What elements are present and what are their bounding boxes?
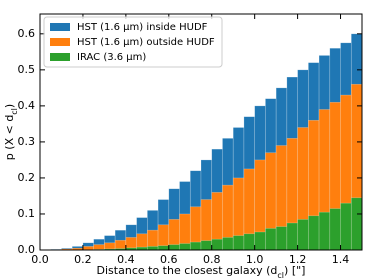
legend-label: HST (1.6 μm) inside HUDF [77, 22, 208, 33]
x-tick-label: 1.0 [246, 253, 264, 266]
bar [168, 244, 180, 251]
y-tick-label: 0.6 [18, 27, 36, 40]
bar [340, 202, 352, 251]
bar [286, 222, 298, 251]
bar [157, 245, 170, 251]
legend-swatch [50, 23, 70, 31]
legend-label: IRAC (3.6 μm) [77, 52, 146, 63]
bar [211, 238, 223, 251]
bar [222, 237, 234, 251]
y-tick-label: 0.4 [18, 99, 36, 112]
bar [318, 211, 331, 251]
x-tick-label: 0.0 [31, 253, 49, 266]
y-tick-label: 0.3 [18, 135, 36, 148]
axis-label-part: ) [3, 104, 16, 108]
y-tick-label: 0.0 [18, 243, 36, 256]
bar [275, 226, 288, 251]
bar [179, 243, 191, 251]
axis-label-part: Distance to the closest galaxy (d [97, 264, 278, 277]
bar [147, 246, 159, 251]
x-tick-label: 1.2 [289, 253, 307, 266]
x-tick-label: 0.4 [117, 253, 135, 266]
axis-label-part: cl [277, 271, 284, 280]
y-tick-label: 0.1 [18, 207, 36, 220]
bar [232, 235, 245, 251]
axis-label-part: ) ["] [284, 264, 305, 277]
axis-label: p (X < dcl) [3, 104, 19, 160]
bar [350, 197, 363, 251]
x-tick-label: 0.2 [74, 253, 92, 266]
y-tick-label: 0.5 [18, 63, 36, 76]
bar [243, 233, 255, 251]
axis-label-part: p (X < d [3, 115, 16, 161]
bar [329, 208, 341, 251]
axis-label-part: cl [10, 108, 19, 115]
x-tick-label: 0.6 [160, 253, 178, 266]
legend: HST (1.6 μm) inside HUDF HST (1.6 μm) out… [43, 16, 223, 68]
y-tick-label: 0.2 [18, 171, 36, 184]
bar [308, 215, 320, 251]
x-tick-label: 0.8 [203, 253, 221, 266]
legend-swatch [50, 38, 70, 46]
bar [297, 219, 309, 251]
legend-label: HST (1.6 μm) outside HUDF [77, 37, 215, 48]
bar [265, 228, 277, 251]
x-tick-label: 1.4 [332, 253, 350, 266]
bar [254, 231, 266, 251]
plot-frame [39, 13, 363, 251]
legend-swatch [50, 53, 70, 61]
legend-box [43, 16, 223, 68]
bar [189, 241, 202, 251]
axis-label: Distance to the closest galaxy (dcl) ["] [97, 264, 306, 280]
bar [200, 240, 213, 251]
